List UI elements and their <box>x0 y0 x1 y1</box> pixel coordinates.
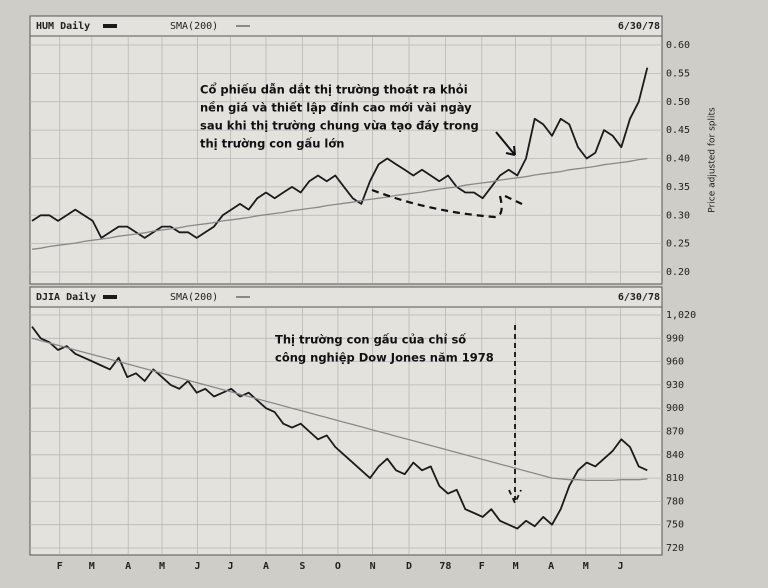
y-tick-label: 0.55 <box>666 68 690 79</box>
y-tick-label: 1,020 <box>666 310 696 321</box>
x-tick-label: J <box>195 561 201 572</box>
x-tick-label: M <box>513 561 519 572</box>
y-tick-label: 750 <box>666 520 684 531</box>
annotation: sau khi thị trường chung vừa tạo đáy tro… <box>200 119 479 133</box>
bottom-panel <box>29 286 663 556</box>
x-tick-label: M <box>89 561 95 572</box>
x-tick-label: 78 <box>439 561 451 572</box>
annotation: nền giá và thiết lập đỉnh cao mới vài ng… <box>200 101 472 115</box>
legend-label: SMA(200) <box>170 21 218 32</box>
x-tick-label: A <box>263 561 269 572</box>
x-tick-label: J <box>227 561 233 572</box>
sma-line <box>31 157 648 250</box>
legend-swatch <box>236 25 250 27</box>
legend-label: SMA(200) <box>170 292 218 303</box>
y-tick-label: 900 <box>666 403 684 414</box>
x-tick-label: S <box>299 561 305 572</box>
x-tick-label: M <box>159 561 165 572</box>
y-tick-label: 720 <box>666 543 684 554</box>
y-tick-label: 0.60 <box>666 40 690 51</box>
x-tick-label: A <box>125 561 131 572</box>
legend-swatch <box>103 295 117 299</box>
y-tick-label: 930 <box>666 380 684 391</box>
legend-swatch <box>103 24 117 28</box>
y-tick-label: 0.50 <box>666 97 690 108</box>
bottom-arrow <box>508 325 522 506</box>
annotation: công nghiệp Dow Jones năm 1978 <box>275 351 494 365</box>
legend-swatch <box>236 296 250 298</box>
price-line <box>31 67 649 239</box>
top-panel <box>29 15 663 285</box>
y-tick-label: 0.35 <box>666 182 690 193</box>
y-tick-label: 0.45 <box>666 125 690 136</box>
price-line <box>31 326 648 530</box>
y-tick-label: 0.40 <box>666 154 690 165</box>
x-tick-label: F <box>479 561 485 572</box>
panel-date: 6/30/78 <box>618 292 660 303</box>
annotation: thị trường con gấu lớn <box>200 137 344 151</box>
x-tick-label: M <box>583 561 589 572</box>
panel-title: HUM Daily <box>36 20 90 32</box>
x-tick-label: N <box>370 561 376 572</box>
base-dashed-line <box>371 188 523 219</box>
annotation: Thị trường con gấu của chỉ số <box>275 333 466 347</box>
y-axis-label: Price adjusted for splits <box>708 107 718 213</box>
y-tick-label: 870 <box>666 427 684 438</box>
y-tick-label: 780 <box>666 496 684 507</box>
sma-line <box>31 337 648 482</box>
y-tick-label: 0.25 <box>666 239 690 250</box>
y-tick-label: 810 <box>666 473 684 484</box>
panel-title: DJIA Daily <box>36 291 96 303</box>
y-tick-label: 0.30 <box>666 210 690 221</box>
y-tick-label: 990 <box>666 333 684 344</box>
annotation: Cổ phiếu dẫn dắt thị trường thoát ra khỏ… <box>200 82 468 97</box>
x-tick-label: D <box>406 561 412 572</box>
y-tick-label: 960 <box>666 357 684 368</box>
x-tick-label: F <box>57 561 63 572</box>
breakout-arrow <box>495 131 516 156</box>
x-tick-label: O <box>335 561 341 572</box>
x-tick-label: A <box>548 561 554 572</box>
y-tick-label: 840 <box>666 450 684 461</box>
panel-date: 6/30/78 <box>618 21 660 32</box>
y-tick-label: 0.20 <box>666 267 690 278</box>
x-tick-label: J <box>617 561 623 572</box>
